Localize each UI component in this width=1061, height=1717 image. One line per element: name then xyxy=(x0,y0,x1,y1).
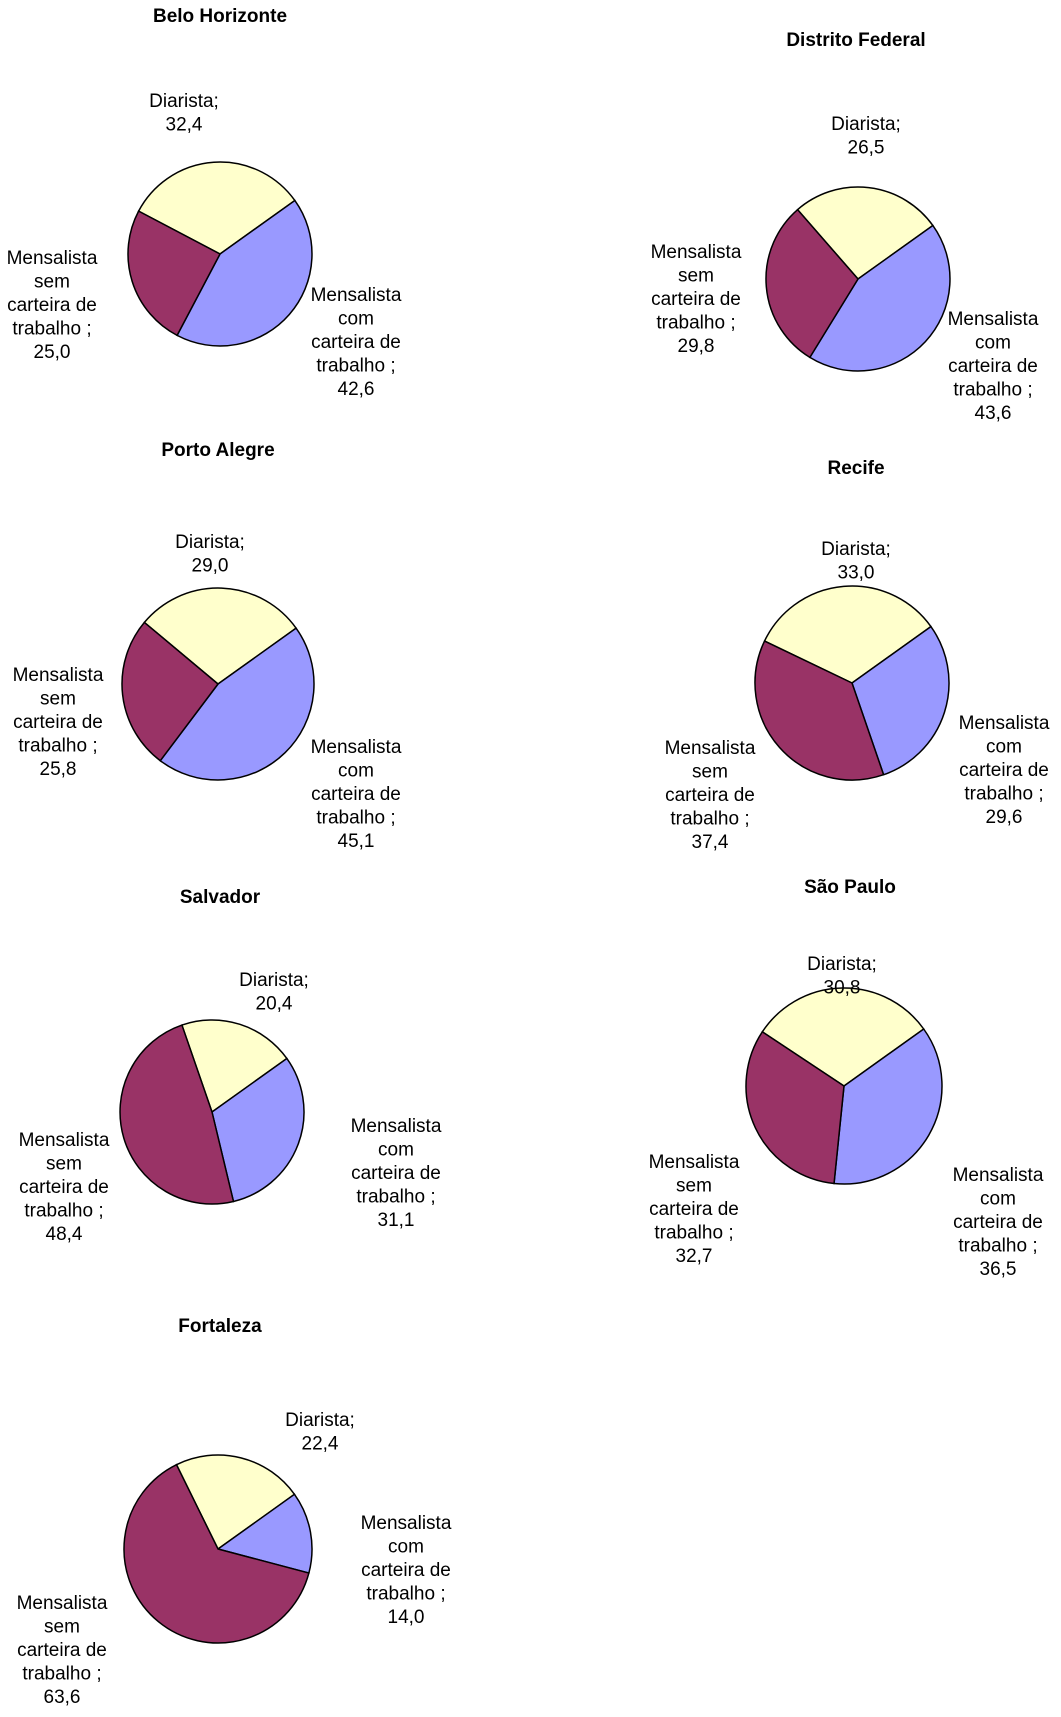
data-label-sem-carteira: Mensalista sem carteira de trabalho ; 48,4 xyxy=(19,1130,110,1245)
pie-slice-diarista xyxy=(175,1454,296,1551)
chart-title: Porto Alegre xyxy=(161,440,274,461)
pie-slice-diarista xyxy=(180,1019,288,1114)
pie-slice-com-carteira xyxy=(851,625,950,776)
chart-title: Salvador xyxy=(180,887,261,908)
data-label-diarista: Diarista; 33,0 xyxy=(821,539,891,584)
data-label-com-carteira: Mensalista com carteira de trabalho ; 29,6 xyxy=(959,713,1050,828)
pie-chart-salvador: Salvador Diarista; 20,4 Mensalista com cartei… xyxy=(19,887,442,1245)
data-label-sem-carteira: Mensalista sem carteira de trabalho ; 63,6 xyxy=(17,1593,108,1708)
data-label-com-carteira: Mensalista com carteira de trabalho ; 45,1 xyxy=(311,737,402,852)
chart-title: Belo Horizonte xyxy=(153,6,287,27)
pie-slice-com-carteira xyxy=(211,1057,305,1203)
pie-slice-com-carteira xyxy=(159,627,315,781)
data-label-diarista: Diarista; 29,0 xyxy=(175,532,245,577)
chart-title: São Paulo xyxy=(804,877,896,898)
data-label-com-carteira: Mensalista com carteira de trabalho ; 43,6 xyxy=(948,309,1039,424)
data-label-sem-carteira: Mensalista sem carteira de trabalho ; 25,8 xyxy=(13,665,104,780)
pie-chart-recife: Recife Diarista; 33,0 Mensalista com carteira… xyxy=(665,458,1050,853)
pie-slice-sem-carteira xyxy=(745,1030,845,1185)
pie-slice-com-carteira xyxy=(833,1027,943,1185)
data-label-diarista: Diarista; 26,5 xyxy=(831,114,901,159)
data-label-sem-carteira: Mensalista sem carteira de trabalho ; 25,0 xyxy=(7,248,98,363)
data-label-com-carteira: Mensalista com carteira de trabalho ; 42,6 xyxy=(311,285,402,400)
pie-slice-sem-carteira xyxy=(119,1024,235,1205)
pie-slice-diarista xyxy=(763,585,932,684)
pie-chart-s-o-paulo: São Paulo Diarista; 30,8 Mensalista com carte… xyxy=(649,877,1044,1280)
data-label-com-carteira: Mensalista com carteira de trabalho ; 14,0 xyxy=(361,1513,452,1628)
data-label-sem-carteira: Mensalista sem carteira de trabalho ; 32,7 xyxy=(649,1152,740,1267)
chart-title: Distrito Federal xyxy=(786,30,925,51)
pie-chart-distrito-federal: Distrito Federal Diarista; 26,5 Mensalista c… xyxy=(651,30,1039,424)
pie-chart-porto-alegre: Porto Alegre Diarista; 29,0 Mensalista com ca… xyxy=(13,440,402,852)
pie-slice-sem-carteira xyxy=(754,640,885,781)
pie-chart-fortaleza: Fortaleza Diarista; 22,4 Mensalista com carte… xyxy=(17,1316,452,1708)
pie-slice-sem-carteira xyxy=(127,210,222,337)
pie-slice-sem-carteira xyxy=(121,621,220,762)
pie-chart-belo-horizonte: Belo Horizonte Diarista; 32,4 Mensalista com… xyxy=(7,6,402,400)
data-label-diarista: Diarista; 30,8 xyxy=(807,954,877,999)
pie-slice-com-carteira xyxy=(176,199,313,347)
pie-slice-diarista xyxy=(796,186,934,281)
data-label-diarista: Diarista; 22,4 xyxy=(285,1410,355,1455)
pie-slice-com-carteira xyxy=(216,1493,313,1574)
data-label-diarista: Diarista; 32,4 xyxy=(149,91,219,136)
data-label-sem-carteira: Mensalista sem carteira de trabalho ; 29,8 xyxy=(651,242,742,357)
data-label-diarista: Diarista; 20,4 xyxy=(239,970,309,1015)
chart-title: Recife xyxy=(827,458,884,479)
pie-slice-diarista xyxy=(761,987,925,1087)
data-label-com-carteira: Mensalista com carteira de trabalho ; 31,1 xyxy=(351,1116,442,1231)
pie-slice-sem-carteira xyxy=(765,208,859,359)
chart-title: Fortaleza xyxy=(178,1316,262,1337)
pie-slice-sem-carteira xyxy=(123,1463,310,1644)
data-label-sem-carteira: Mensalista sem carteira de trabalho ; 37,4 xyxy=(665,738,756,853)
pie-slice-diarista xyxy=(143,587,298,685)
pie-slice-com-carteira xyxy=(808,224,951,372)
data-label-com-carteira: Mensalista com carteira de trabalho ; 36,5 xyxy=(953,1165,1044,1280)
